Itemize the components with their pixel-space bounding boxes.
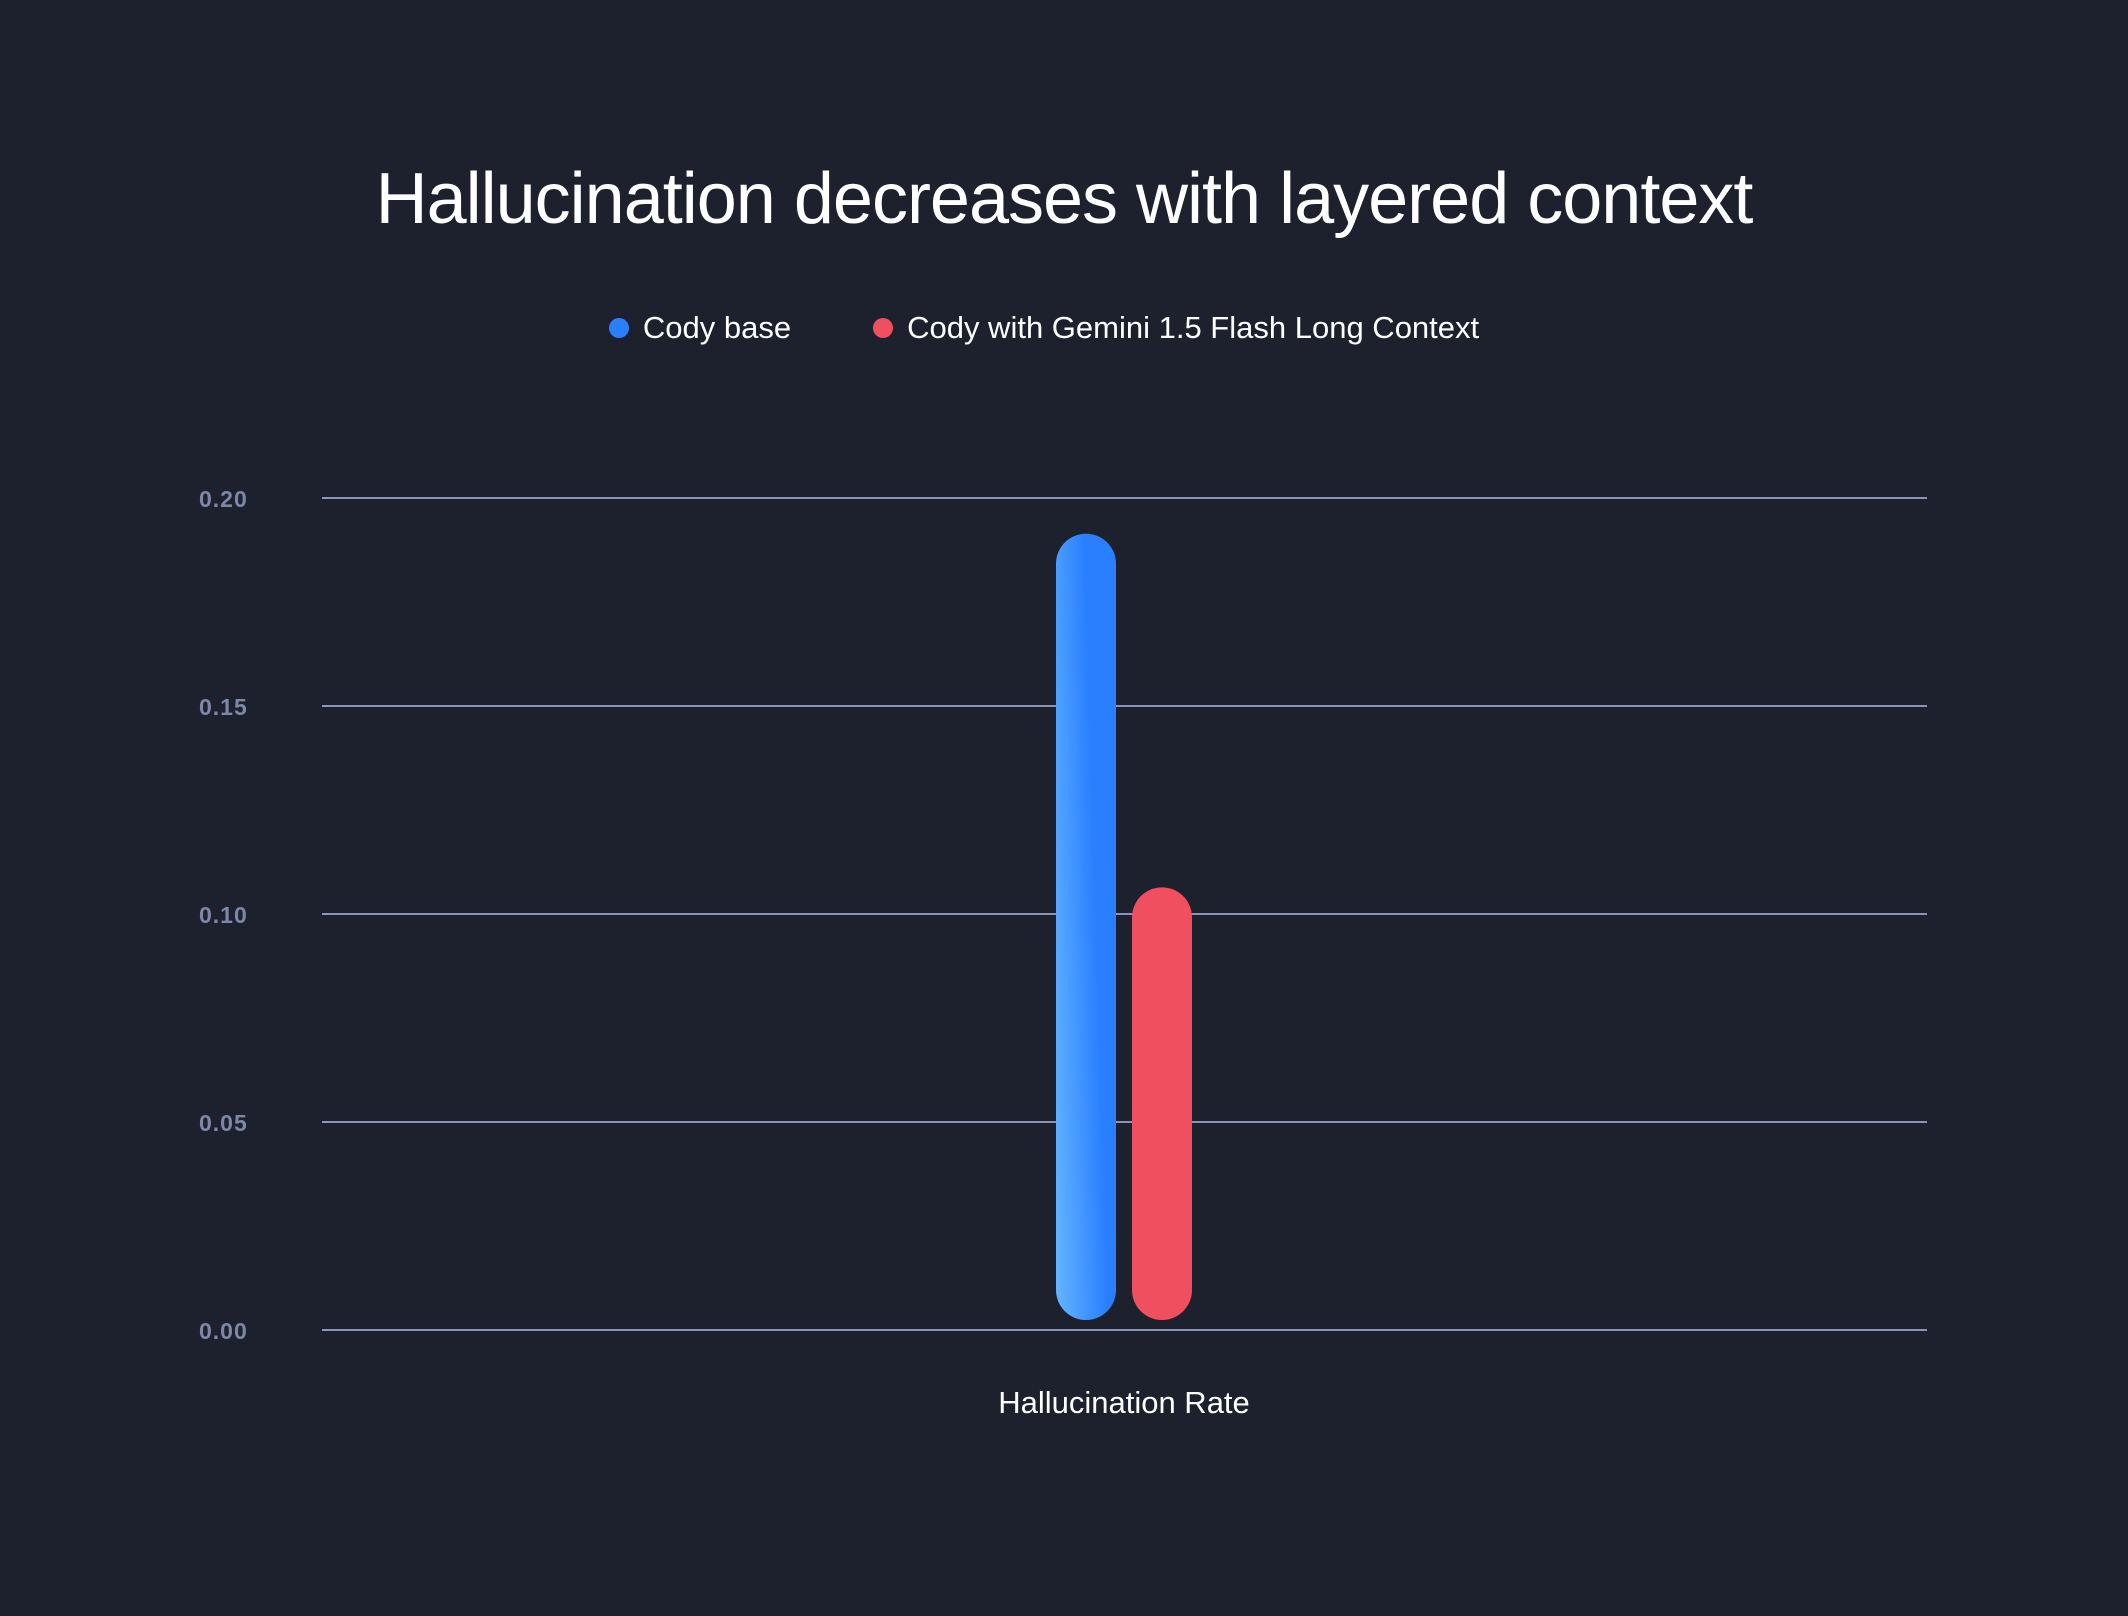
legend-swatch-red xyxy=(873,318,894,338)
bar-cody-base xyxy=(1056,533,1116,1320)
y-tick-label: 0.20 xyxy=(199,486,248,512)
chart-title: Hallucination decreases with layered con… xyxy=(375,159,1754,239)
legend-label: Cody with Gemini 1.5 Flash Long Context xyxy=(907,310,1480,345)
y-tick-label: 0.15 xyxy=(199,694,248,720)
legend-item-cody-base: Cody base xyxy=(608,310,792,346)
bar-cody-gemini xyxy=(1132,887,1192,1320)
legend-swatch-blue xyxy=(608,318,629,338)
x-category-label: Hallucination Rate xyxy=(998,1385,1250,1420)
legend-item-cody-gemini: Cody with Gemini 1.5 Flash Long Context xyxy=(873,310,1479,346)
legend-label: Cody base xyxy=(642,310,792,345)
y-tick-label: 0.10 xyxy=(199,902,248,928)
legend: Cody base Cody with Gemini 1.5 Flash Lon… xyxy=(0,310,2108,346)
y-tick-label: 0.05 xyxy=(199,1110,248,1136)
y-tick-label: 0.00 xyxy=(199,1318,248,1344)
